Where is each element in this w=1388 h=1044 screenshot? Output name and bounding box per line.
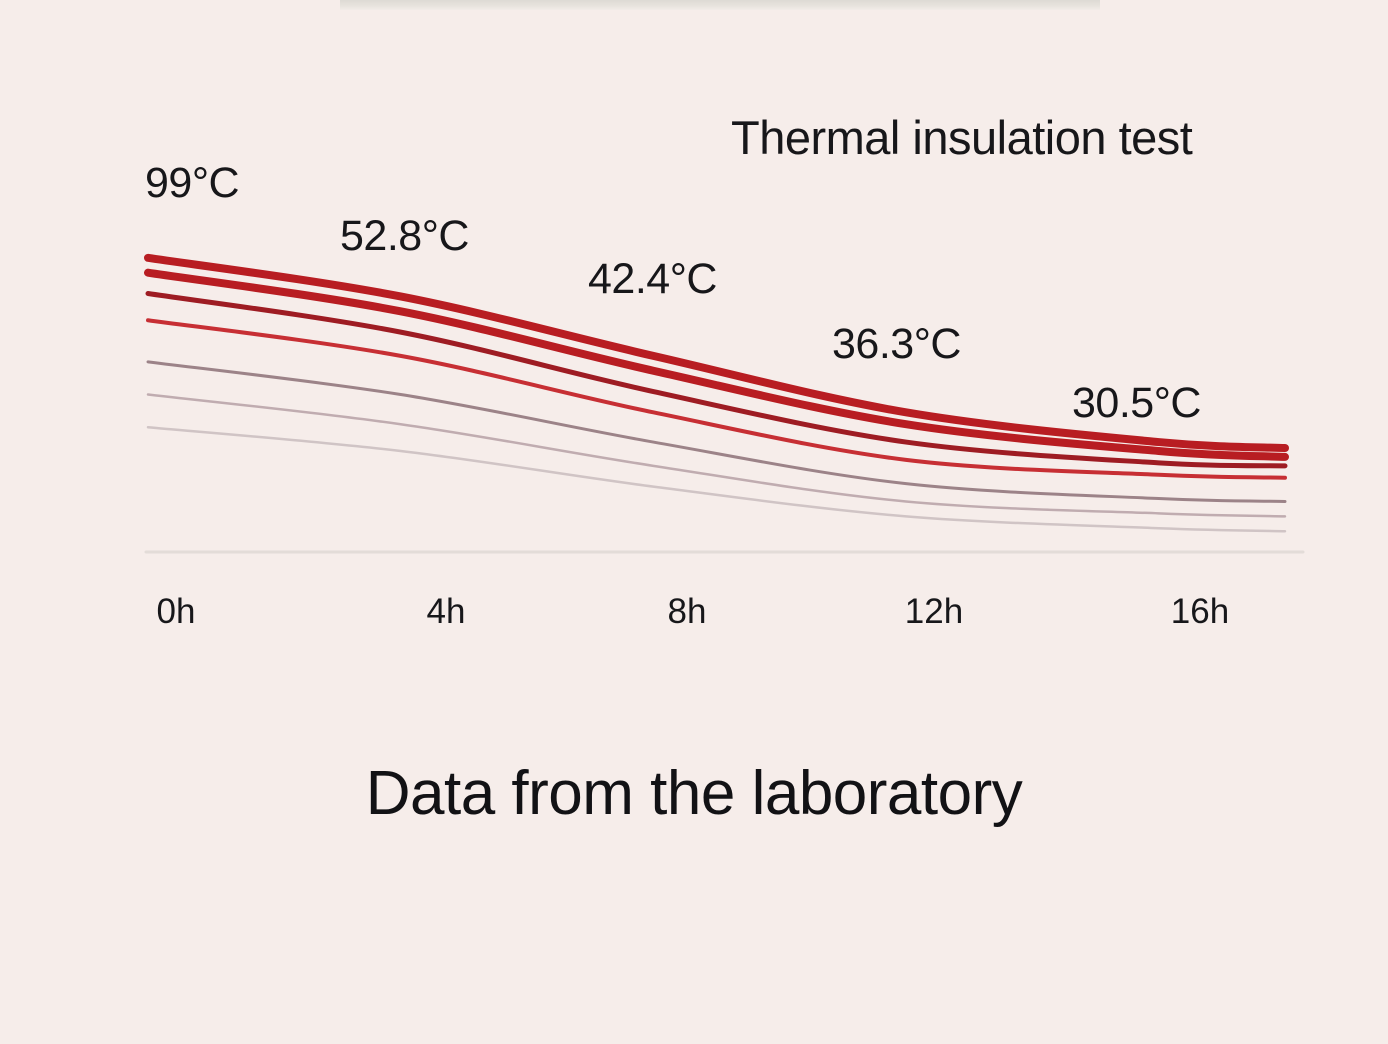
temperature-curve (146, 425, 1287, 533)
figure-caption: Data from the laboratory (365, 759, 1023, 828)
x-tick-0h: 0h (156, 592, 196, 631)
data-label-52-8c: 52.8°C (340, 212, 469, 260)
chart-plot-area (140, 90, 1310, 570)
temperature-curves (144, 253, 1305, 554)
data-label-30-5c: 30.5°C (1072, 379, 1201, 427)
top-edge-band (340, 0, 1100, 10)
data-label-99c: 99°C (145, 159, 240, 207)
x-tick-4h: 4h (426, 592, 466, 631)
temperature-curve (146, 318, 1287, 480)
data-label-36-3c: 36.3°C (832, 320, 961, 368)
chart-title: Thermal insulation test (731, 111, 1193, 164)
x-tick-12h: 12h (904, 592, 964, 631)
temperature-curve (144, 268, 1289, 461)
x-tick-8h: 8h (667, 592, 707, 631)
x-tick-16h: 16h (1170, 592, 1230, 631)
temperature-curve (145, 290, 1288, 469)
temperature-curve (146, 393, 1287, 518)
temperature-curve (146, 360, 1287, 503)
data-label-42-4c: 42.4°C (588, 255, 717, 303)
temperature-curve (144, 253, 1289, 452)
